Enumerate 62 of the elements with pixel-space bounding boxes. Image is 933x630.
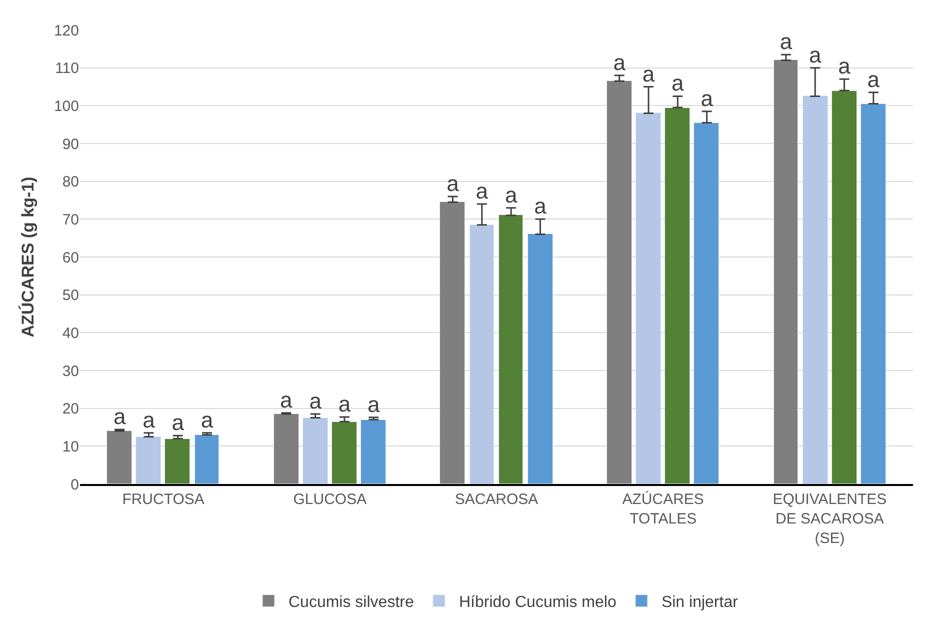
data-label: a: [200, 407, 214, 432]
bar: [274, 414, 299, 484]
data-label: a: [808, 42, 822, 68]
data-label: a: [504, 182, 518, 208]
bar: [164, 438, 190, 484]
y-tick-label: 110: [55, 60, 79, 78]
bar: [440, 202, 465, 484]
data-label: a: [142, 407, 156, 432]
y-tick-label: 10: [62, 438, 79, 456]
y-tick-label: 90: [62, 136, 79, 153]
bar: [636, 112, 661, 484]
data-label: a: [172, 410, 185, 436]
data-label: a: [280, 387, 294, 412]
y-tick-label: 30: [62, 362, 79, 380]
legend-label: Cucumis silvestre: [288, 594, 414, 612]
y-tick-label: 0: [70, 476, 79, 494]
y-tick-label: 70: [62, 211, 79, 228]
bar: [528, 234, 553, 484]
bar: [664, 108, 690, 484]
data-label: a: [672, 70, 685, 96]
data-label: a: [534, 194, 548, 219]
y-axis-title: AZÚCARES (g kg-1): [18, 176, 38, 338]
y-tick-label: 40: [62, 324, 79, 342]
x-tick-label: AZÚCARES TOTALES: [622, 490, 704, 528]
legend-label: Híbrido Cucumis melo: [458, 594, 616, 612]
bar: [860, 104, 886, 484]
x-tick-label: GLUCOSA: [293, 490, 367, 508]
x-tick-label: EQUIVALENTES DE SACAROSA (SE): [772, 490, 887, 547]
y-tick-label: 50: [62, 287, 79, 304]
y-tick-label: 120: [54, 22, 79, 40]
data-label: a: [700, 86, 714, 111]
bar: [136, 436, 161, 484]
y-tick-label: 100: [54, 98, 79, 115]
bar: [360, 420, 386, 484]
bar: [606, 80, 632, 484]
x-tick-label: FRUCTOSA: [122, 490, 204, 508]
bar: [694, 122, 719, 484]
data-label: a: [867, 66, 880, 92]
x-tick-label: SACAROSA: [454, 490, 538, 508]
y-tick-label: 80: [62, 174, 79, 191]
data-label: a: [446, 170, 460, 196]
bar: [832, 90, 857, 484]
y-tick-label: 60: [62, 249, 79, 266]
data-label: a: [476, 178, 489, 204]
bar: [332, 422, 357, 484]
data-label: a: [642, 61, 656, 86]
bar: [302, 418, 328, 484]
data-label: a: [368, 392, 381, 417]
y-tick-label: 20: [62, 400, 79, 418]
bar: [802, 96, 828, 484]
data-label: a: [838, 54, 852, 79]
legend-label: Sin injertar: [661, 594, 739, 612]
bar: [498, 214, 523, 484]
data-label: a: [613, 50, 626, 75]
data-label: a: [113, 404, 126, 430]
data-label: a: [338, 392, 352, 417]
data-label: a: [780, 29, 793, 54]
bar: [194, 434, 219, 484]
bar: [774, 60, 798, 484]
bar: [470, 224, 494, 484]
bar: [106, 430, 132, 484]
data-label: a: [309, 388, 322, 414]
